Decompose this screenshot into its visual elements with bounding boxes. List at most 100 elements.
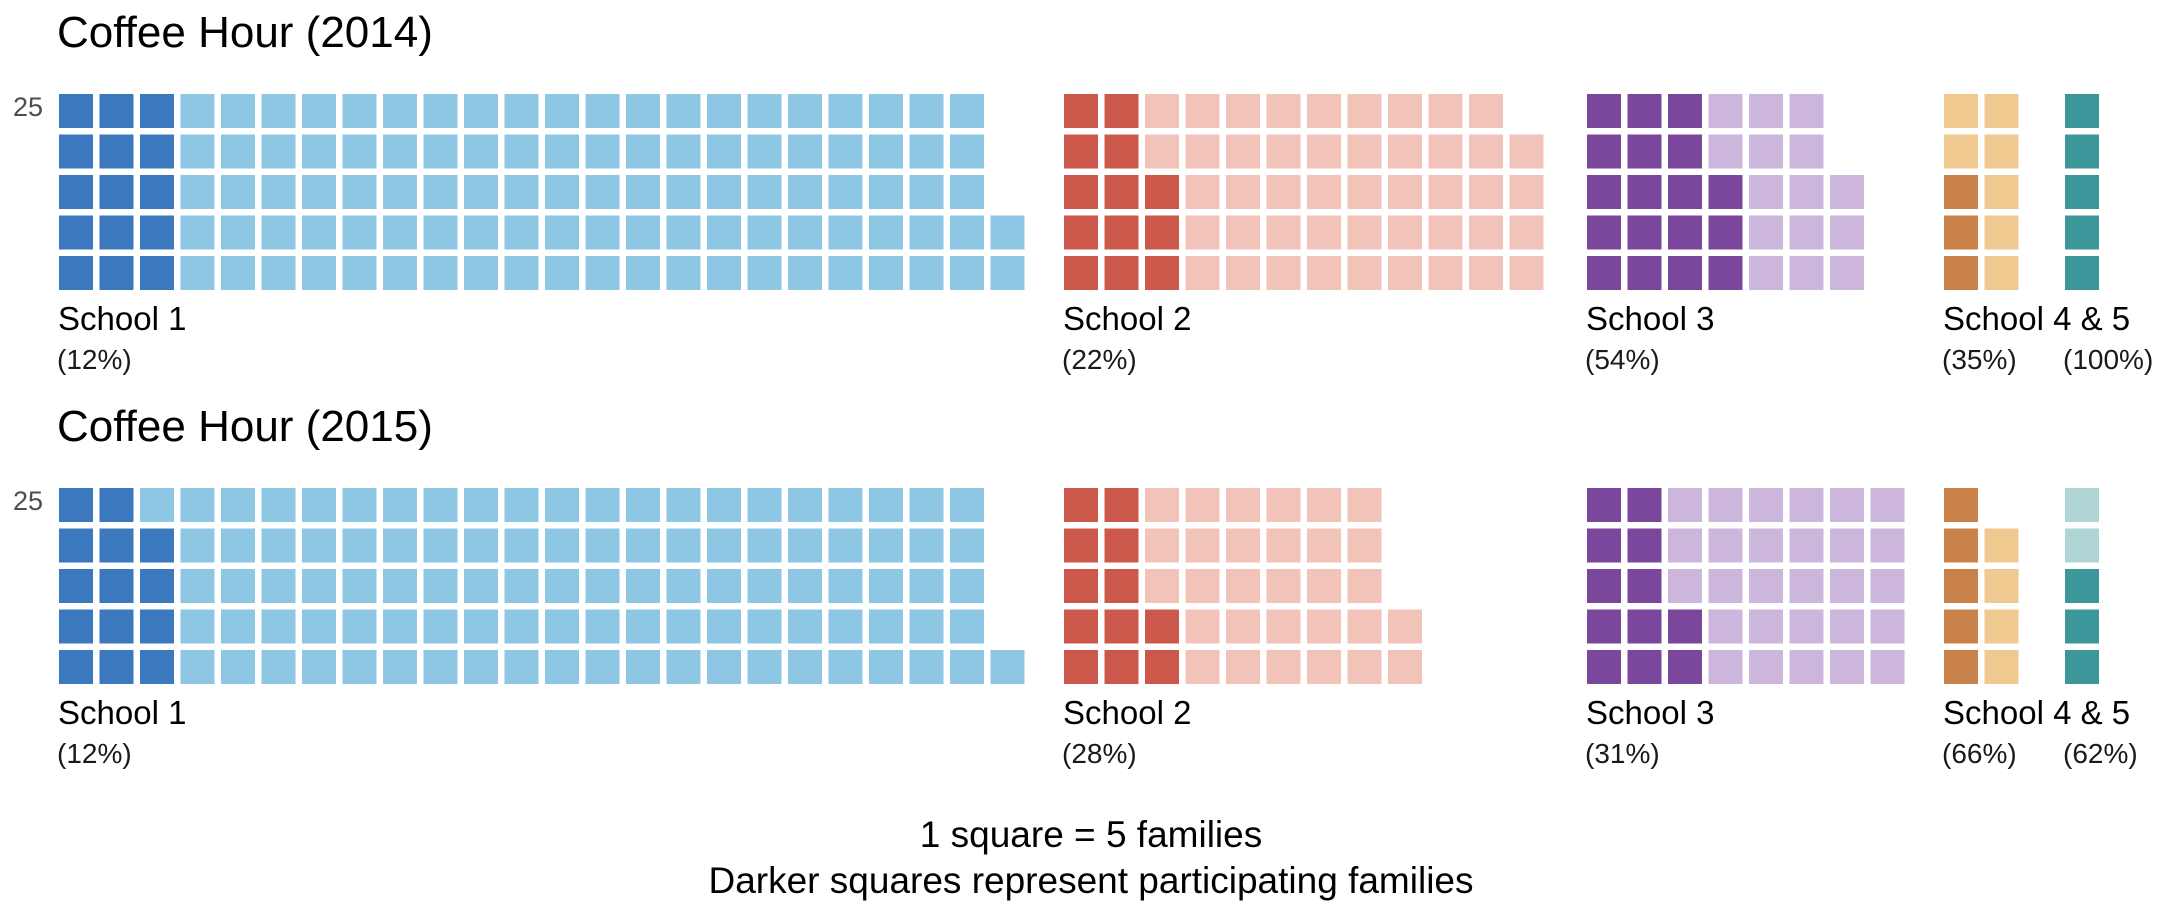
waffle-square-nonparticipating: [950, 175, 984, 209]
waffle-square-nonparticipating: [1749, 488, 1783, 522]
waffle-square-nonparticipating: [1226, 256, 1260, 290]
waffle-square-nonparticipating: [788, 94, 822, 128]
participation-percent: (22%): [1062, 344, 1137, 375]
waffle-square-nonparticipating: [1307, 134, 1341, 169]
waffle-square-participating: [1944, 256, 1978, 290]
waffle-square-nonparticipating: [1185, 94, 1220, 128]
waffle-square-nonparticipating: [261, 175, 296, 209]
waffle-square-nonparticipating: [342, 488, 377, 522]
waffle-square-nonparticipating: [626, 650, 660, 684]
waffle-square-nonparticipating: [261, 215, 296, 250]
waffle-square-nonparticipating: [423, 528, 458, 563]
waffle-square-nonparticipating: [423, 488, 458, 522]
waffle-square-participating: [140, 215, 174, 250]
waffle-square-nonparticipating: [423, 609, 458, 644]
waffle-square-nonparticipating: [504, 175, 539, 209]
waffle-square-nonparticipating: [1226, 94, 1260, 128]
waffle-square-nonparticipating: [1668, 488, 1702, 522]
waffle-square-nonparticipating: [504, 528, 539, 563]
waffle-square-participating: [1627, 650, 1662, 684]
waffle-square-nonparticipating: [828, 256, 863, 290]
waffle-square-nonparticipating: [1749, 175, 1783, 209]
waffle-square-nonparticipating: [1347, 175, 1382, 209]
waffle-square-nonparticipating: [747, 94, 782, 128]
waffle-square-nonparticipating: [504, 256, 539, 290]
waffle-square-participating: [59, 175, 93, 209]
waffle-square-nonparticipating: [1428, 256, 1463, 290]
waffle-square-participating: [2065, 569, 2099, 603]
waffle-square-nonparticipating: [1226, 528, 1260, 563]
waffle-square-nonparticipating: [504, 215, 539, 250]
waffle-square-participating: [140, 175, 174, 209]
waffle-square-nonparticipating: [1749, 569, 1783, 603]
waffle-square-nonparticipating: [545, 569, 579, 603]
waffle-square-nonparticipating: [464, 134, 498, 169]
waffle-square-nonparticipating: [1266, 175, 1301, 209]
waffle-square-nonparticipating: [180, 215, 215, 250]
school-label: School 2: [1063, 694, 1191, 731]
waffle-square-nonparticipating: [1789, 569, 1824, 603]
waffle-square-nonparticipating: [1347, 256, 1382, 290]
waffle-square-nonparticipating: [383, 215, 417, 250]
waffle-square-nonparticipating: [1789, 256, 1824, 290]
waffle-square-nonparticipating: [909, 94, 944, 128]
waffle-square-nonparticipating: [464, 609, 498, 644]
waffle-square-nonparticipating: [747, 175, 782, 209]
waffle-square-participating: [1587, 569, 1621, 603]
waffle-square-nonparticipating: [1870, 488, 1905, 522]
waffle-square-nonparticipating: [909, 609, 944, 644]
waffle-square-nonparticipating: [747, 134, 782, 169]
waffle-square-nonparticipating: [666, 528, 701, 563]
waffle-square-participating: [99, 94, 134, 128]
waffle-square-participating: [1104, 175, 1139, 209]
waffle-square-nonparticipating: [909, 650, 944, 684]
waffle-square-nonparticipating: [626, 528, 660, 563]
waffle-square-nonparticipating: [585, 528, 620, 563]
waffle-square-nonparticipating: [180, 256, 215, 290]
waffle-square-nonparticipating: [302, 609, 336, 644]
waffle-square-nonparticipating: [1347, 488, 1382, 522]
waffle-square-nonparticipating: [1266, 256, 1301, 290]
waffle-square-nonparticipating: [626, 134, 660, 169]
waffle-square-nonparticipating: [464, 528, 498, 563]
waffle-square-nonparticipating: [909, 215, 944, 250]
waffle-square-nonparticipating: [1830, 609, 1864, 644]
waffle-square-nonparticipating: [302, 256, 336, 290]
waffle-square-nonparticipating: [1428, 215, 1463, 250]
waffle-square-nonparticipating: [1830, 569, 1864, 603]
waffle-square-nonparticipating: [261, 609, 296, 644]
waffle-square-participating: [1668, 215, 1702, 250]
waffle-square-participating: [1587, 528, 1621, 563]
waffle-square-nonparticipating: [585, 215, 620, 250]
waffle-square-nonparticipating: [342, 650, 377, 684]
waffle-square-nonparticipating: [180, 488, 215, 522]
caption-line-2: Darker squares represent participating f…: [708, 860, 1473, 901]
waffle-square-nonparticipating: [464, 650, 498, 684]
waffle-square-nonparticipating: [545, 256, 579, 290]
waffle-square-nonparticipating: [1347, 650, 1382, 684]
waffle-square-nonparticipating: [788, 215, 822, 250]
waffle-square-nonparticipating: [1145, 569, 1179, 603]
waffle-square-nonparticipating: [261, 256, 296, 290]
waffle-square-nonparticipating: [464, 215, 498, 250]
waffle-square-nonparticipating: [666, 569, 701, 603]
waffle-square-participating: [1104, 215, 1139, 250]
waffle-square-nonparticipating: [869, 609, 903, 644]
participation-percent: (28%): [1062, 738, 1137, 769]
waffle-square-participating: [1145, 650, 1179, 684]
waffle-square-nonparticipating: [909, 134, 944, 169]
waffle-square-nonparticipating: [1185, 609, 1220, 644]
waffle-square-nonparticipating: [788, 256, 822, 290]
waffle-square-participating: [1627, 488, 1662, 522]
waffle-square-nonparticipating: [1266, 609, 1301, 644]
waffle-square-participating: [1944, 528, 1978, 563]
waffle-square-nonparticipating: [707, 215, 741, 250]
waffle-square-nonparticipating: [869, 215, 903, 250]
waffle-square-nonparticipating: [869, 134, 903, 169]
waffle-square-nonparticipating: [1789, 215, 1824, 250]
waffle-square-nonparticipating: [464, 569, 498, 603]
waffle-square-nonparticipating: [1226, 650, 1260, 684]
waffle-square-nonparticipating: [221, 528, 255, 563]
waffle-square-nonparticipating: [504, 609, 539, 644]
waffle-square-participating: [1145, 609, 1179, 644]
